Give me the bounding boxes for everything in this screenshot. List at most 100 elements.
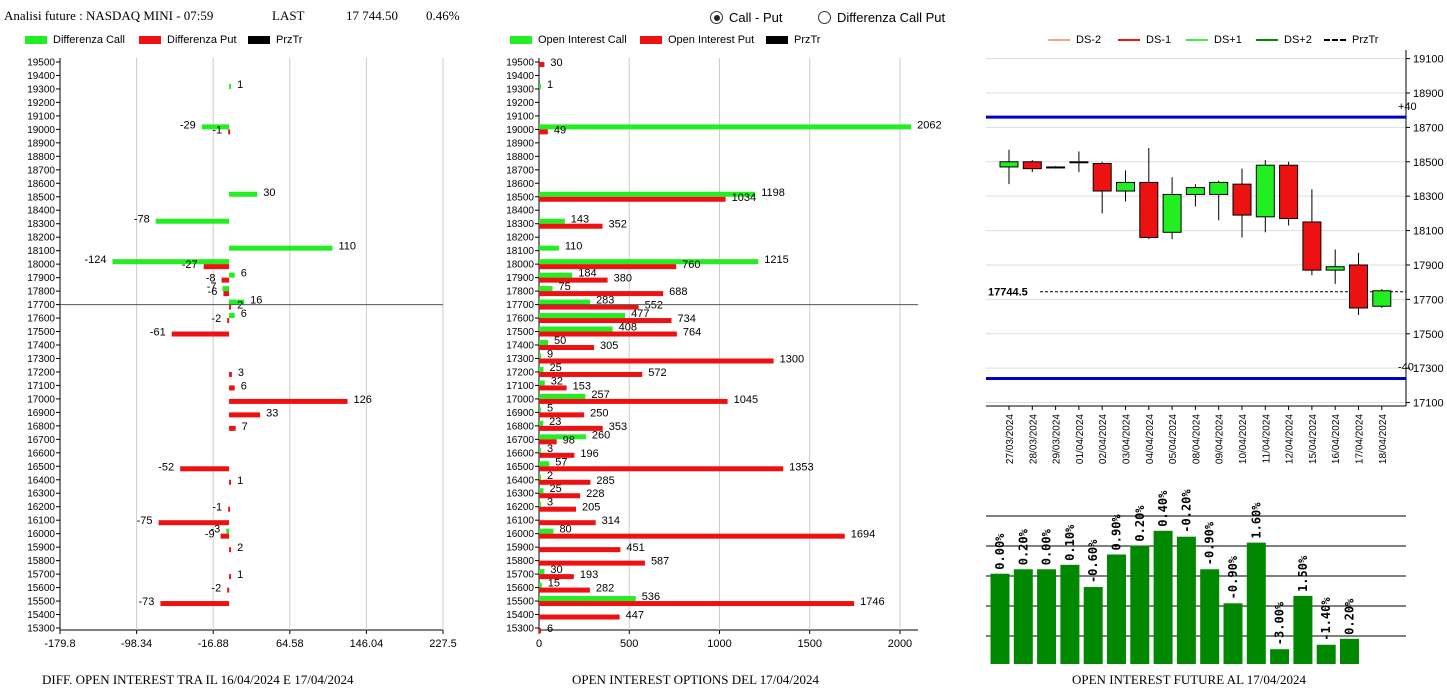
legend-line: [1118, 39, 1140, 41]
bar-put: [539, 466, 784, 472]
y-tick-label: 17600: [506, 314, 534, 325]
legend-item-diff-put: Differenza Put: [139, 34, 237, 46]
x-tick-label: 08/04/2024: [1191, 414, 1202, 464]
y-tick-label: 19200: [27, 98, 55, 109]
bar-call: [539, 528, 554, 534]
data-label: 536: [642, 591, 660, 603]
y-tick-label: 18000: [506, 260, 534, 271]
x-tick-label: -98.34: [121, 638, 152, 650]
bar-call: [155, 218, 230, 224]
y-tick-label: 16400: [506, 475, 534, 486]
bar-call: [539, 461, 550, 467]
y-tick-label: 15500: [27, 597, 55, 608]
y-tick-label: 17200: [27, 367, 55, 378]
bar-call: [226, 528, 230, 534]
bar-put: [539, 560, 645, 566]
data-label: 2062: [917, 119, 941, 131]
y-tick-label: 15800: [506, 556, 534, 567]
y-tick-label: 17300: [27, 354, 55, 365]
data-label: 1: [237, 475, 243, 487]
y-tick-label: 17900: [27, 273, 55, 284]
bar-put: [539, 628, 541, 633]
bar-label: -0.20%: [1179, 489, 1193, 533]
y-tick-label: 16500: [506, 462, 534, 473]
data-label: 352: [609, 219, 627, 231]
y-tick-label: 17200: [506, 367, 534, 378]
data-label: 50: [554, 335, 566, 347]
y-tick-label: 17000: [27, 394, 55, 405]
radio-selected-icon: [710, 11, 723, 24]
x-tick-label: 17/04/2024: [1355, 414, 1366, 464]
legend-item-ds-1: DS-1: [1118, 34, 1171, 46]
caption-diff: DIFF. OPEN INTEREST TRA IL 16/04/2024 E …: [42, 672, 354, 687]
bar-call: [539, 299, 591, 305]
y-tick-label: 18300: [27, 219, 55, 230]
data-label: 193: [580, 569, 598, 581]
bar-put: [539, 291, 664, 297]
candle-body: [1302, 221, 1322, 271]
candle-body: [1325, 266, 1345, 271]
x-tick-label: -179.8: [44, 638, 75, 650]
data-label: 33: [266, 407, 278, 419]
y-tick-label: 16400: [27, 475, 55, 486]
bar-call: [539, 191, 756, 197]
data-label: 153: [573, 380, 591, 392]
x-tick-label: 10/04/2024: [1238, 414, 1249, 464]
bar-call: [539, 596, 636, 602]
bar-call: [539, 353, 541, 359]
y-tick-label: 18900: [506, 138, 534, 149]
legend-item-ds-2: DS-2: [1048, 34, 1101, 46]
data-label: 23: [549, 416, 561, 428]
data-label: -7: [207, 281, 217, 293]
bar-label: -0.60%: [1086, 539, 1100, 583]
data-label: 25: [550, 362, 562, 374]
data-label: -6: [208, 286, 218, 298]
x-tick-label: 05/04/2024: [1168, 414, 1179, 464]
data-label: 16: [250, 295, 262, 307]
data-label: -2: [211, 313, 221, 325]
data-label: 572: [648, 367, 666, 379]
radio-call-put[interactable]: Call - Put: [710, 10, 782, 25]
bar-label: 0.00%: [1040, 528, 1054, 565]
bar-put: [539, 385, 567, 391]
bar-put: [539, 358, 774, 364]
data-label: 688: [669, 286, 687, 298]
candlestick-chart: 19100 18900 18700 18500 18300 18100 17900 17700…: [986, 50, 1444, 464]
y-tick-label: 18600: [27, 179, 55, 190]
data-label: 285: [596, 475, 614, 487]
bar-put: [223, 291, 230, 297]
data-label: 1215: [764, 254, 788, 266]
candle-body: [1209, 181, 1229, 195]
bar: [990, 573, 1010, 664]
data-label: 3: [547, 497, 553, 509]
bar: [1037, 569, 1057, 664]
y-tick-label: 16700: [27, 435, 55, 446]
bar: [1340, 638, 1359, 664]
bar-put: [539, 264, 677, 270]
y-tick-label: 16800: [506, 421, 534, 432]
bar-label: 0.10%: [1063, 524, 1077, 561]
bar: [1246, 542, 1266, 664]
bar-put: [539, 371, 643, 377]
bar-put: [227, 587, 230, 593]
x-tick-label: 227.5: [429, 638, 457, 650]
bar-call: [229, 313, 235, 319]
y-tick-label: 18300: [1413, 191, 1444, 203]
data-label: 15: [548, 578, 560, 590]
legend-line: [1048, 39, 1070, 41]
radio-differenza-call-put[interactable]: Differenza Call Put: [818, 10, 945, 25]
bar: [1083, 587, 1103, 664]
candle-body: [1372, 290, 1392, 307]
bar-call: [539, 366, 544, 372]
x-tick-label: 02/04/2024: [1098, 414, 1109, 464]
y-tick-label: 18800: [27, 152, 55, 163]
bar-call: [229, 191, 258, 197]
legend-oi: Open Interest Call Open Interest Put Prz…: [510, 34, 840, 48]
y-tick-label: 15400: [27, 610, 55, 621]
legend-swatch: [248, 36, 270, 44]
lower-band-label: -40: [1398, 361, 1414, 373]
bar-call: [539, 245, 559, 251]
y-tick-label: 18900: [27, 138, 55, 149]
data-label: 6: [241, 308, 247, 320]
y-tick-label: 17700: [27, 300, 55, 311]
